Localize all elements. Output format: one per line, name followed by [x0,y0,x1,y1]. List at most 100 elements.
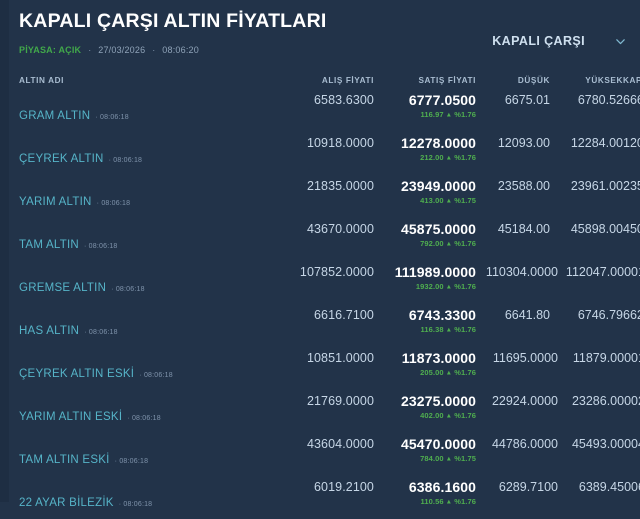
table-row[interactable]: YARIM ALTIN ESKİ08:06:1821769.000023275.… [0,390,640,433]
table-row[interactable]: YARIM ALTIN 08:06:18 21835.0000 23949.0000 4… [0,175,640,218]
row-name-cell[interactable]: 22 AYAR BİLEZİK 08:06:18 [19,476,269,509]
sell-price-value: 23949.0000 [401,178,476,194]
price-change-amount: 205.00 [420,368,444,377]
close-price-value: 6626.95 [623,308,640,322]
page-title: KAPALI ÇARŞI ALTIN FİYATLARI [19,10,327,32]
price-change-group: 110.56 ▲ %1.76 [374,497,476,507]
market-date: 27/03/2026 [98,45,146,55]
sell-price-cell: 45875.0000 792.00 ▲ %1.76 [374,218,476,249]
gold-name-label: GRAM ALTIN [19,110,91,122]
row-timestamp: 08:06:18 [84,243,118,250]
price-change-percent: %1.76 [454,325,476,334]
market-selector-label: KAPALI ÇARŞI [492,34,585,48]
row-name-cell[interactable]: TAM ALTIN 08:06:18 [19,218,269,251]
column-header-buy: ALIŞ FİYATI [321,75,374,85]
arrow-up-icon: ▲ [445,455,453,463]
table-row[interactable]: TAM ALTIN 08:06:18 43670.0000 45875.0000 792… [0,218,640,261]
table-header-row: ALTIN ADI ALIŞ FİYATI SATIŞ FİYATI DÜŞÜK… [0,71,640,89]
arrow-up-icon: ▲ [445,412,453,420]
buy-price-value: 43670.0000 [306,222,374,236]
high-price-value: 112047.0000 [565,265,638,279]
buy-price-value: 21835.0000 [306,179,374,193]
market-selector-dropdown[interactable]: KAPALI ÇARŞI [492,34,626,48]
low-price-value: 6641.80 [504,308,550,322]
price-change-amount: 402.00 [420,411,444,420]
sell-price-cell: 12278.0000 212.00 ▲ %1.76 [374,132,476,163]
row-name-cell[interactable]: HAS ALTIN 08:06:18 [19,304,269,337]
low-price-value: 110304.0000 [485,265,558,279]
table-row[interactable]: 22 AYAR BİLEZİK08:06:186019.21006386.160… [0,476,640,519]
row-name-cell[interactable]: ÇEYREK ALTIN 08:06:18 [19,132,269,165]
buy-price-value: 10918.0000 [306,136,374,150]
meta-separator-1: · [88,44,92,55]
sell-price-cell: 111989.0000 1932.00 ▲ %1.76 [374,261,476,292]
close-price-value: 12066.00 [623,136,640,150]
row-timestamp: 08:06:18 [109,157,143,164]
price-change-percent: %1.76 [454,282,476,291]
market-status-badge: PİYASA: AÇIK [19,45,82,55]
close-price-value: 45083.00 [623,222,640,236]
low-price-value: 6289.7100 [498,480,558,494]
arrow-up-icon: ▲ [445,197,453,205]
gold-name-label: TAM ALTIN ESKİ [19,454,110,466]
row-timestamp: 08:06:18 [95,114,129,121]
price-change-amount: 784.00 [420,454,444,463]
table-row[interactable]: HAS ALTIN 08:06:18 6616.7100 6743.3300 116.3… [0,304,640,347]
sell-price-value: 45875.0000 [401,221,476,237]
sell-price-cell: 23949.0000 413.00 ▲ %1.75 [374,175,476,206]
buy-price-value: 6583.6300 [314,93,374,107]
row-name-cell[interactable]: GREMSE ALTIN 08:06:18 [19,261,269,294]
price-change-group: 212.00 ▲ %1.76 [374,153,476,163]
close-price-value: 11668.0000 [638,347,640,365]
price-change-group: 1932.00 ▲ %1.76 [374,282,476,292]
row-name-cell[interactable]: GRAM ALTIN 08:06:18 [19,89,269,122]
table-row[interactable]: GREMSE ALTIN08:06:18107852.0000111989.00… [0,261,640,304]
arrow-up-icon: ▲ [445,498,453,506]
price-change-percent: %1.76 [454,411,476,420]
buy-price-value: 107852.0000 [299,265,374,279]
table-row[interactable]: ÇEYREK ALTIN ESKİ08:06:1810851.000011873… [0,347,640,390]
price-change-percent: %1.76 [454,368,476,377]
price-change-group: 402.00 ▲ %1.76 [374,411,476,421]
price-change-percent: %1.76 [454,110,476,119]
buy-price-value: 10851.0000 [306,351,374,365]
price-change-amount: 1932.00 [415,282,444,291]
table-row[interactable]: GRAM ALTIN 08:06:18 6583.6300 6777.0500 116.… [0,89,640,132]
row-timestamp: 08:06:18 [111,286,145,293]
left-edge-rail [0,0,9,502]
table-row[interactable]: TAM ALTIN ESKİ08:06:1843604.000045470.00… [0,433,640,476]
chevron-down-icon[interactable] [615,36,626,47]
row-name-cell[interactable]: TAM ALTIN ESKİ 08:06:18 [19,433,269,466]
high-price-value: 45493.0000 [571,437,638,451]
column-header-close: KAPANIŞ [623,75,640,85]
page-header: KAPALI ÇARŞI ALTIN FİYATLARI PİYASA: AÇI… [0,0,640,57]
close-price-value: 23536.00 [623,179,640,193]
price-change-amount: 212.00 [420,153,444,162]
arrow-up-icon: ▲ [445,111,453,119]
column-header-sell: SATIŞ FİYATI [418,75,476,85]
sell-price-value: 111989.0000 [394,264,476,280]
row-name-cell[interactable]: YARIM ALTIN 08:06:18 [19,175,269,208]
high-price-value: 12284.00 [570,136,623,150]
high-price-value: 23961.00 [570,179,623,193]
price-change-amount: 116.38 [420,325,444,334]
price-change-amount: 413.00 [420,196,444,205]
sell-price-cell: 6777.0500 116.97 ▲ %1.76 [374,89,476,120]
row-timestamp: 08:06:18 [97,200,131,207]
column-header-name: ALTIN ADI [19,75,64,85]
market-meta-row: PİYASA: AÇIK · 27/03/2026 · 08:06:20 [19,43,624,57]
gold-name-label: HAS ALTIN [19,325,80,337]
price-change-percent: %1.76 [454,153,476,162]
row-name-cell[interactable]: YARIM ALTIN ESKİ 08:06:18 [19,390,269,423]
table-row[interactable]: ÇEYREK ALTIN08:06:18 10918.000012278.0000… [0,132,640,175]
sell-price-cell: 6386.1600 110.56 ▲ %1.76 [374,476,476,507]
close-price-value: 44686.0000 [638,433,640,451]
gold-name-label: 22 AYAR BİLEZİK [19,497,114,509]
sell-price-value: 6777.0500 [408,92,476,108]
low-price-value: 45184.00 [497,222,550,236]
row-name-cell[interactable]: ÇEYREK ALTIN ESKİ 08:06:18 [19,347,269,380]
gold-prices-page: KAPALI ÇARŞI ALTIN FİYATLARI PİYASA: AÇI… [0,0,640,502]
close-price-value: 6275.6000 [638,476,640,494]
high-price-value: 6389.4500 [578,480,638,494]
low-price-value: 11695.0000 [492,351,558,365]
